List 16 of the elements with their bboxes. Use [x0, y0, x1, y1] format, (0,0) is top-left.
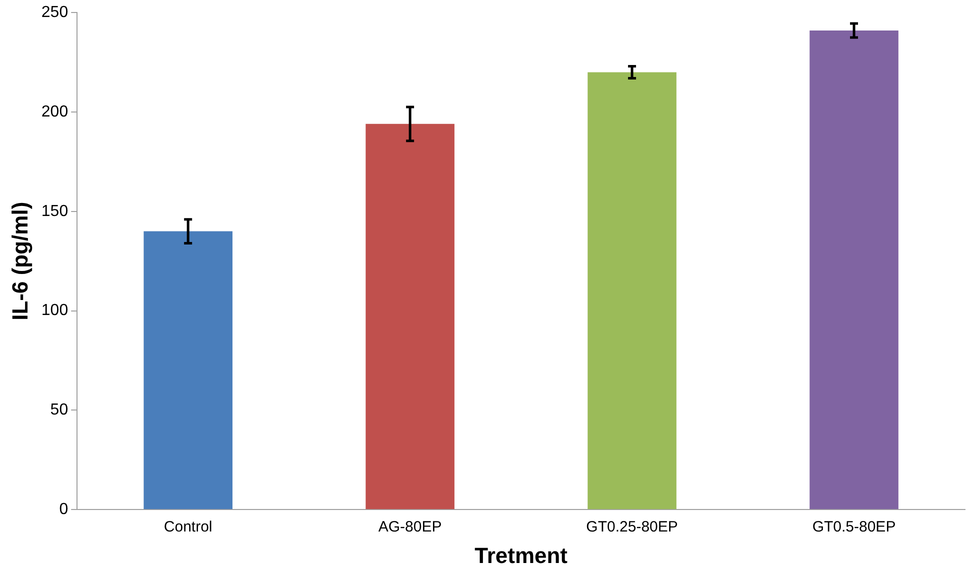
x-tick-label: Control — [164, 518, 212, 536]
y-tick-label: 200 — [41, 103, 68, 120]
x-axis-title: Tretment — [474, 542, 568, 568]
y-axis-title: IL-6 (pg/ml) — [7, 202, 32, 320]
bar — [144, 231, 232, 510]
x-tick-label: GT0.25-80EP — [586, 518, 678, 536]
y-tick-label: 0 — [59, 501, 68, 518]
x-tick-label: GT0.5-80EP — [812, 518, 896, 536]
bar — [588, 72, 676, 510]
x-tick-label: AG-80EP — [378, 518, 442, 536]
y-tick-label: 250 — [41, 4, 68, 22]
bar — [366, 124, 454, 510]
bar — [810, 30, 898, 510]
y-tick-label: 150 — [41, 202, 68, 220]
y-tick-label: 50 — [50, 402, 68, 419]
y-tick-label: 100 — [41, 302, 68, 320]
